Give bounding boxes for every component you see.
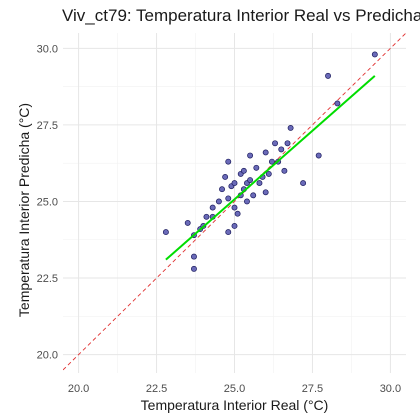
fit-line [166, 76, 375, 260]
data-point [223, 174, 228, 179]
data-point [244, 199, 249, 204]
data-point [191, 254, 196, 259]
data-point [257, 180, 262, 185]
x-tick-label: 20.0 [68, 383, 89, 395]
data-point [247, 177, 252, 182]
x-tick-label: 25.0 [224, 383, 245, 395]
y-tick-label: 20.0 [37, 350, 58, 362]
data-point [226, 229, 231, 234]
y-tick-label: 30.0 [37, 43, 58, 55]
y-tick-label: 27.5 [37, 120, 58, 132]
x-tick-label: 30.0 [380, 383, 401, 395]
data-point [191, 266, 196, 271]
x-tick-label: 27.5 [302, 383, 323, 395]
data-point [226, 159, 231, 164]
data-point [372, 52, 377, 57]
data-point [325, 73, 330, 78]
data-point [263, 190, 268, 195]
data-point [226, 196, 231, 201]
x-axis-label: Temperatura Interior Real (°C) [63, 397, 406, 413]
y-tick-label: 25.0 [37, 196, 58, 208]
data-point [163, 229, 168, 234]
data-point [235, 211, 240, 216]
data-point [279, 147, 284, 152]
y-tick-labels: 20.0 22.5 25.0 27.5 30.0 [37, 43, 58, 361]
data-point [232, 180, 237, 185]
data-point [232, 223, 237, 228]
data-point [285, 141, 290, 146]
y-tick-label: 22.5 [37, 273, 58, 285]
data-point [210, 205, 215, 210]
data-point [263, 150, 268, 155]
data-point [232, 205, 237, 210]
x-tick-label: 22.5 [146, 383, 167, 395]
data-point [266, 171, 271, 176]
data-point [216, 199, 221, 204]
chart-title: Viv_ct79: Temperatura Interior Real vs P… [62, 6, 420, 26]
data-point [241, 168, 246, 173]
x-tick-labels: 20.0 22.5 25.0 27.5 30.0 [68, 383, 401, 395]
data-point [335, 101, 340, 106]
data-point [269, 159, 274, 164]
data-point [282, 168, 287, 173]
data-point [301, 180, 306, 185]
data-point [247, 153, 252, 158]
data-point [219, 187, 224, 192]
data-point [316, 153, 321, 158]
data-point [254, 165, 259, 170]
data-point [251, 193, 256, 198]
y-axis-label: Temperatura Interior Predicha (°C) [16, 103, 32, 317]
data-point [272, 141, 277, 146]
data-point [204, 214, 209, 219]
data-point [288, 125, 293, 130]
data-point [185, 220, 190, 225]
